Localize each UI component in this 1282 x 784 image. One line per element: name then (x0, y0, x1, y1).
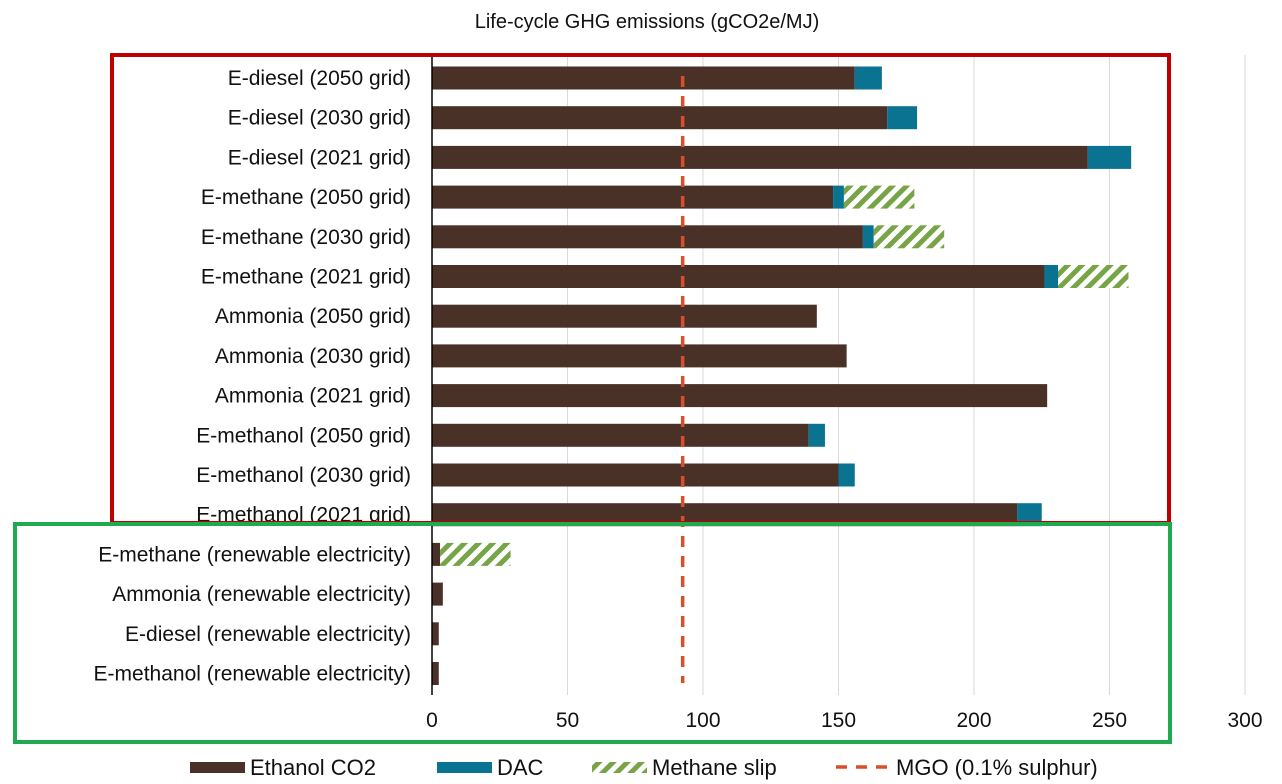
bar-methane-slip (1058, 265, 1129, 288)
legend-mgo-label: MGO (0.1% sulphur) (896, 755, 1098, 780)
bar-ethanol-co2 (432, 503, 1018, 527)
bars (432, 66, 1132, 685)
x-tick-label: 200 (956, 709, 991, 732)
bar-methane-slip (873, 225, 945, 249)
category-label: Ammonia (renewable electricity) (112, 583, 411, 606)
bar-dac (1087, 145, 1132, 169)
bar-ethanol-co2 (432, 145, 1088, 169)
bar-ethanol-co2 (432, 384, 1048, 408)
category-label: E-methane (renewable electricity) (98, 543, 411, 566)
x-tick-label: 50 (556, 709, 579, 732)
bar-methane-slip (843, 185, 915, 209)
bar-ethanol-co2 (432, 662, 439, 685)
bar-dac (1044, 265, 1059, 288)
bar-ethanol-co2 (432, 66, 855, 90)
category-label: Ammonia (2050 grid) (215, 305, 411, 328)
legend-ethanol-co2-label: Ethanol CO2 (250, 755, 376, 780)
group-boxes (13, 53, 1172, 744)
category-label: E-diesel (2030 grid) (228, 107, 411, 130)
bar-dac (833, 185, 844, 209)
category-label: Ammonia (2030 grid) (215, 345, 411, 368)
bar-ethanol-co2 (432, 265, 1045, 288)
bar-ethanol-co2 (432, 463, 839, 487)
bar-ethanol-co2 (432, 225, 863, 249)
x-tick-label: 250 (1092, 709, 1127, 732)
category-labels: E-diesel (2050 grid) E-diesel (2030 grid)… (94, 67, 411, 686)
bar-ethanol-co2 (432, 304, 817, 328)
category-label: E-methane (2030 grid) (201, 226, 411, 249)
category-label: E-diesel (2021 grid) (228, 146, 411, 169)
legend-methane-slip-swatch (592, 762, 647, 773)
chart-title: Life-cycle GHG emissions (gCO2e/MJ) (475, 11, 820, 33)
bar-dac (887, 106, 918, 130)
renewable-group-box (13, 522, 1172, 744)
category-label: Ammonia (2021 grid) (215, 385, 411, 408)
bar-ethanol-co2 (432, 622, 439, 646)
category-label: E-methane (2050 grid) (201, 186, 411, 209)
x-tick-label: 300 (1227, 709, 1262, 732)
category-label: E-methane (2021 grid) (201, 266, 411, 289)
x-tick-label: 150 (821, 709, 856, 732)
legend-methane-slip-label: Methane slip (652, 755, 777, 780)
bar-ethanol-co2 (432, 344, 847, 368)
bar-dac (808, 423, 825, 447)
bar-dac (862, 225, 874, 249)
category-label: E-diesel (renewable electricity) (125, 623, 411, 646)
category-label: E-methanol (2050 grid) (196, 424, 411, 447)
bar-dac (1017, 503, 1042, 527)
bar-ethanol-co2 (432, 542, 441, 566)
x-axis-ticks: 0 50 100 150 200 250 300 (426, 709, 1262, 732)
x-tick-label: 0 (426, 709, 438, 732)
category-label: E-diesel (2050 grid) (228, 67, 411, 90)
bar-ethanol-co2 (432, 106, 888, 130)
category-label: E-methanol (2030 grid) (196, 464, 411, 487)
x-tick-label: 100 (685, 709, 720, 732)
bar-ethanol-co2 (432, 423, 809, 447)
bar-dac (838, 463, 855, 487)
legend: Ethanol CO2 DAC Methane slip MGO (0.1% sulp… (190, 755, 1098, 780)
legend-ethanol-co2-swatch (190, 762, 245, 773)
bar-dac (854, 66, 882, 90)
category-label: E-methanol (renewable electricity) (94, 663, 411, 686)
bar-ethanol-co2 (432, 185, 834, 209)
bar-ethanol-co2 (432, 582, 443, 606)
category-label: E-methanol (2021 grid) (196, 504, 411, 527)
legend-dac-swatch (437, 762, 492, 773)
legend-dac-label: DAC (497, 755, 544, 780)
bar-methane-slip (440, 542, 511, 566)
